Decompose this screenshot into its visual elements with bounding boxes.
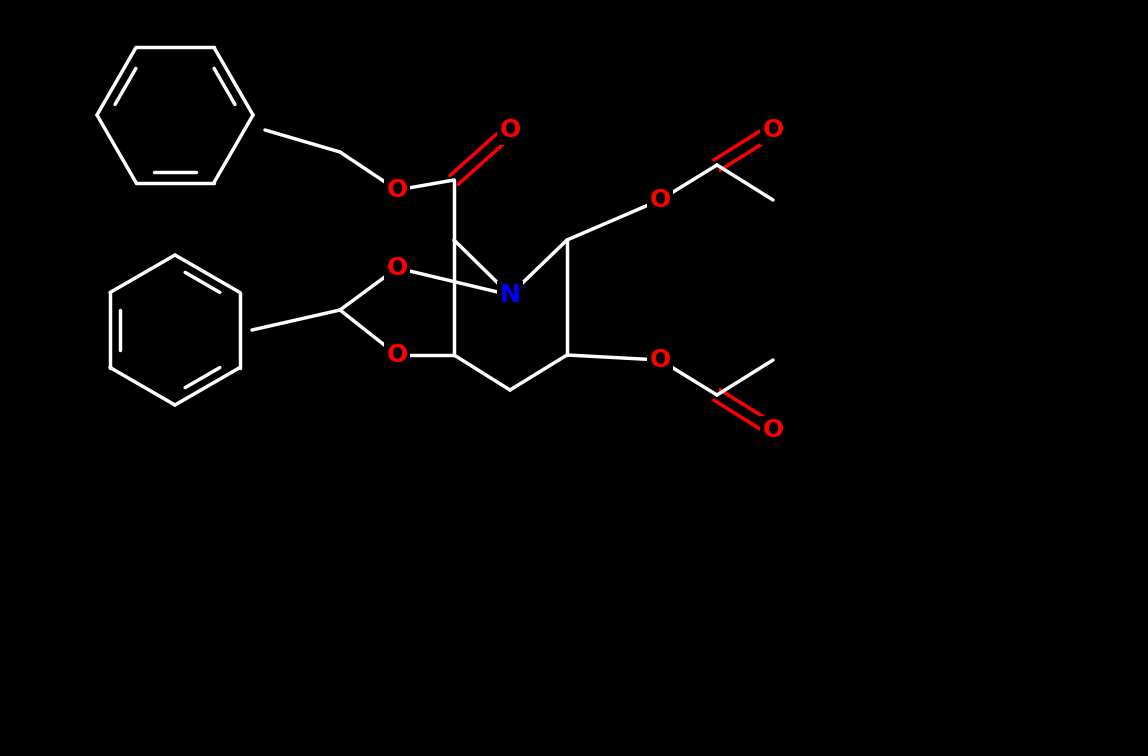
Text: O: O <box>499 118 521 142</box>
Text: O: O <box>762 418 784 442</box>
Text: O: O <box>387 256 408 280</box>
Text: O: O <box>650 188 670 212</box>
Text: O: O <box>762 118 784 142</box>
Text: N: N <box>499 283 520 307</box>
Text: O: O <box>387 178 408 202</box>
Text: O: O <box>387 343 408 367</box>
Text: O: O <box>650 348 670 372</box>
